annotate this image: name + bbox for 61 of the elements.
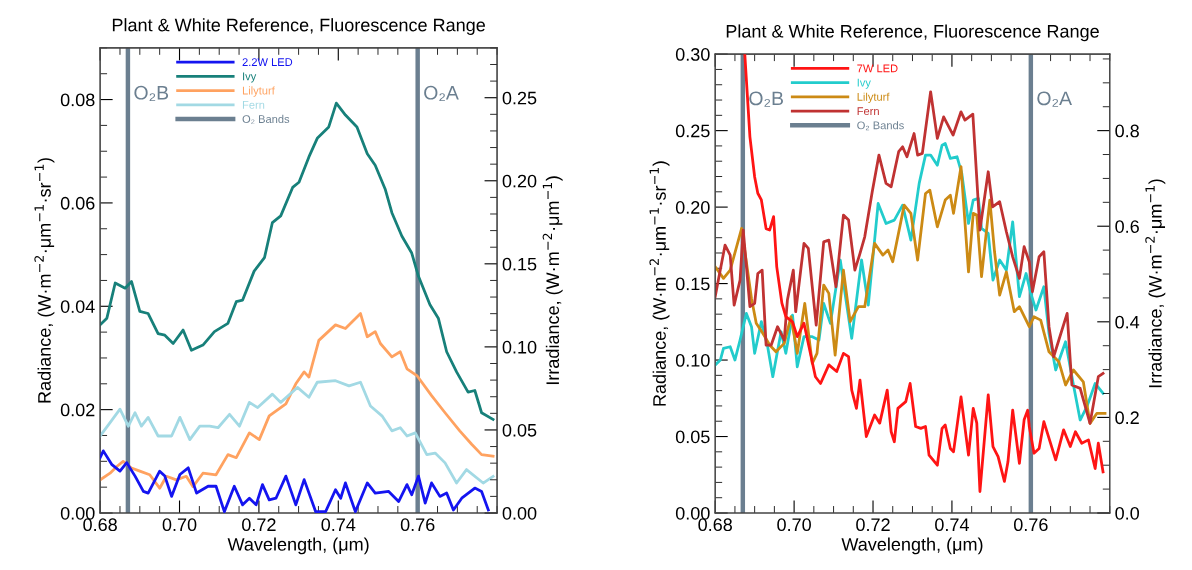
y2-tick-label: 0.05 — [502, 423, 537, 437]
x-axis-title: Wavelength, (μm) — [227, 537, 369, 555]
y2-tick-label: 0.4 — [1115, 315, 1140, 329]
y-tick-label: 0.06 — [60, 196, 95, 210]
ref-line-label: O₂B — [134, 85, 169, 102]
chart-title: Plant & White Reference, Fluorescence Range — [112, 18, 485, 35]
legend-label: Lilyturf — [242, 86, 275, 97]
y-tick-label: 0.02 — [60, 403, 95, 417]
x-tick-label: 0.72 — [856, 518, 890, 532]
y-tick-label: 0.30 — [675, 48, 710, 61]
x-tick-label: 0.76 — [1013, 518, 1048, 532]
line-series — [100, 101, 495, 421]
y-tick-label: 0.04 — [60, 300, 95, 313]
ref-line-label: O₂A — [1037, 91, 1072, 107]
line-series — [100, 449, 490, 513]
y2-tick-label: 0.20 — [502, 174, 537, 188]
x-tick-label: 0.68 — [83, 518, 117, 532]
y-axis-title: Radiance, (W·m$^{−2}$·μm$^{−1}$·sr$^{−1}$) — [649, 161, 670, 406]
line-series — [100, 312, 495, 490]
y2-tick-label: 0.0 — [1115, 506, 1140, 520]
y-tick-label: 0.10 — [675, 353, 710, 367]
annotation: O₂ Bands — [242, 114, 290, 124]
ref-line-label: O₂A — [424, 85, 459, 102]
y-tick-label: 0.05 — [675, 430, 710, 444]
annotation: O₂ Bands — [857, 121, 904, 131]
y2-tick-label: 0.25 — [502, 91, 537, 105]
x-tick-label: 0.70 — [162, 518, 197, 532]
y2-tick-label: 0.8 — [1115, 124, 1139, 138]
x-axis-title: Wavelength, (μm) — [841, 537, 983, 555]
chart-title: Plant & White Reference, Fluorescence Range — [726, 24, 1099, 42]
y2-tick-label: 0.15 — [502, 257, 537, 271]
text: Lilyturf — [857, 92, 890, 103]
y-tick-label: 0.15 — [675, 277, 710, 291]
x-tick-label: 0.74 — [321, 518, 356, 532]
text: Fern — [857, 107, 879, 116]
y2-tick-label: 0.2 — [1115, 411, 1139, 425]
x-tick-label: 0.68 — [698, 518, 732, 532]
y2-axis-title: Irradiance, (W·m$^{−2}$·μm$^{−1}$) — [1145, 179, 1166, 388]
x-tick-label: 0.70 — [777, 518, 811, 532]
y-tick-label: 0.25 — [675, 124, 710, 138]
y-tick-label: 0.00 — [675, 506, 710, 520]
y-axis-title: Radiance, (W·m$^{−2}$·μm$^{−1}$·sr$^{−1}$) — [34, 158, 55, 403]
y2-tick-label: 0.10 — [502, 340, 537, 354]
legend-label: Fern — [242, 101, 265, 109]
x-tick-label: 0.76 — [400, 518, 435, 532]
text: 7W LED — [857, 64, 898, 73]
y-tick-label: 0.08 — [60, 93, 95, 107]
line-series — [100, 379, 495, 485]
y2-tick-label: 0.6 — [1115, 220, 1139, 233]
y-tick-label: 0.20 — [675, 201, 710, 214]
x-tick-label: 0.72 — [242, 518, 276, 532]
legend-label: 2.2W LED — [242, 58, 293, 66]
y2-axis-title: Irradiance, (W·m$^{−2}$·μm$^{−1}$) — [542, 176, 563, 385]
y2-tick-label: 0.00 — [502, 506, 537, 520]
legend-label: Ivy — [243, 72, 257, 83]
line-series — [715, 90, 1105, 425]
y-tick-label: 0.00 — [60, 506, 95, 520]
text: Ivy — [857, 78, 871, 89]
ref-line-label: O₂B — [749, 91, 783, 107]
line-series — [743, 54, 1105, 493]
x-tick-label: 0.74 — [935, 518, 969, 532]
